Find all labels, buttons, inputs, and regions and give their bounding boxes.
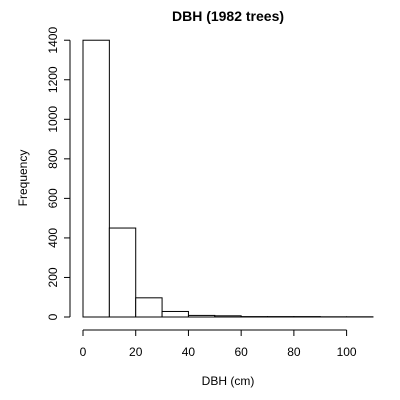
y-tick-label-2: 400 bbox=[46, 228, 60, 248]
y-axis: 0 200 400 600 800 1000 1200 1400 bbox=[46, 27, 71, 320]
histogram-bar-0 bbox=[82, 39, 110, 318]
histogram-bar-2 bbox=[135, 297, 163, 318]
y-tick-label-5: 1000 bbox=[46, 106, 60, 133]
bars-group bbox=[82, 39, 374, 318]
x-axis-label: DBH (cm) bbox=[202, 374, 255, 388]
y-tick-label-4: 800 bbox=[46, 149, 60, 169]
histogram-bar-3 bbox=[161, 310, 189, 318]
histogram-bar-5 bbox=[214, 315, 242, 318]
x-tick-label-5: 100 bbox=[337, 345, 357, 359]
histogram-bar-1 bbox=[108, 227, 137, 318]
chart-title: DBH (1982 trees) bbox=[172, 8, 284, 24]
x-tick-label-1: 20 bbox=[129, 345, 143, 359]
y-tick-label-3: 600 bbox=[46, 188, 60, 208]
x-tick-label-3: 60 bbox=[234, 345, 248, 359]
y-tick-label-1: 200 bbox=[46, 267, 60, 287]
x-tick-label-0: 0 bbox=[80, 345, 87, 359]
y-tick-label-0: 0 bbox=[46, 313, 60, 320]
histogram-bar-4 bbox=[187, 314, 216, 318]
y-tick-label-7: 1400 bbox=[46, 27, 60, 54]
x-axis: 0 20 40 60 80 100 bbox=[80, 329, 357, 359]
x-tick-label-4: 80 bbox=[287, 345, 301, 359]
y-tick-label-6: 1200 bbox=[46, 66, 60, 93]
y-axis-label: Frequency bbox=[16, 150, 30, 207]
x-tick-label-2: 40 bbox=[182, 345, 196, 359]
